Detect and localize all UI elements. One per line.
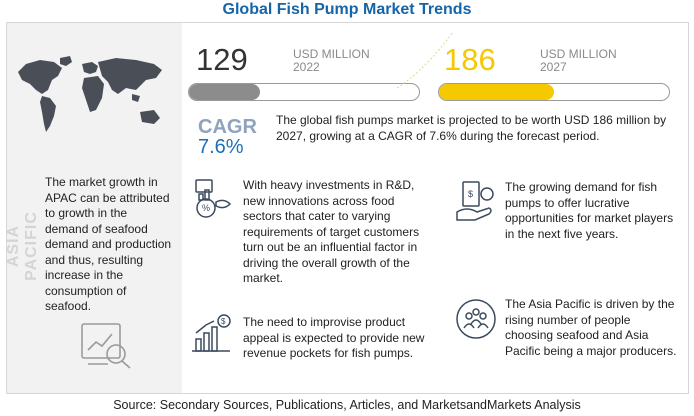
svg-text:$: $	[468, 189, 473, 199]
insight-asia-pacific: The Asia Pacific is driven by the rising…	[505, 297, 677, 358]
cagr-value: 7.6%	[198, 136, 244, 158]
insight-demand: The growing demand for fish pumps to off…	[505, 180, 674, 241]
end-value-bar-fill	[439, 84, 554, 100]
start-value-bar	[188, 83, 420, 101]
svg-text:%: %	[202, 203, 210, 213]
page-title: Global Fish Pump Market Trends	[222, 1, 472, 18]
start-value-bar-fill	[189, 84, 261, 100]
people-icon	[456, 299, 496, 339]
start-year: 2022	[293, 60, 320, 74]
content-frame	[6, 22, 689, 394]
end-value-bar	[438, 83, 670, 101]
cagr-label: CAGR	[198, 116, 257, 138]
seafood-rd-icon: %	[195, 179, 232, 218]
source-note: Source: Secondary Sources, Publications,…	[113, 398, 581, 412]
region-label: ASIA PACIFIC	[5, 211, 40, 281]
region-description: The market growth in APAC can be attribu…	[45, 175, 172, 313]
money-demand-icon: $	[456, 181, 494, 221]
start-value: 129	[196, 42, 248, 77]
connector-arc	[396, 31, 454, 89]
product-growth-icon: $	[192, 314, 231, 352]
world-map-icon	[18, 56, 162, 132]
market-summary: The global fish pumps market is projecte…	[276, 113, 667, 143]
end-unit: USD MILLION	[540, 47, 617, 61]
end-value: 186	[444, 42, 496, 77]
insight-product: The need to improvise product appeal is …	[243, 315, 425, 360]
end-year: 2027	[540, 60, 567, 74]
analysis-icon	[81, 323, 131, 369]
insight-rd: With heavy investments in R&D, new innov…	[243, 178, 420, 285]
start-unit: USD MILLION	[293, 47, 370, 61]
svg-text:$: $	[221, 317, 226, 326]
